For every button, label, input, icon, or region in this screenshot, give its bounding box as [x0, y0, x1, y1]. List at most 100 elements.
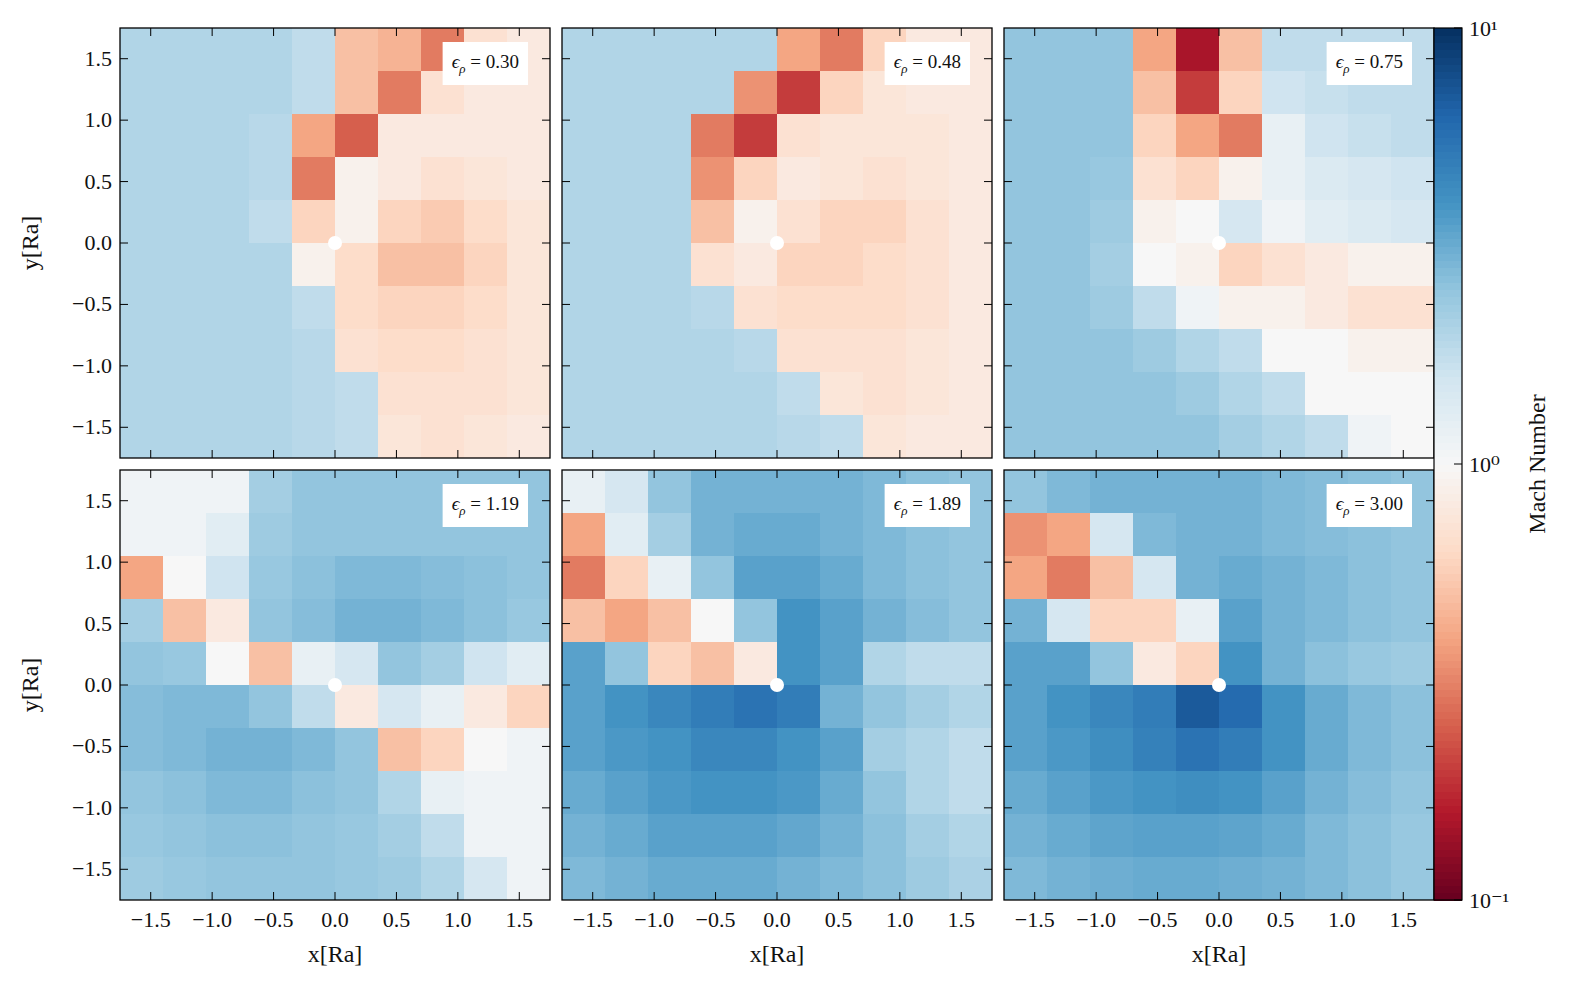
cell: [1133, 642, 1177, 686]
cell: [949, 200, 992, 244]
cell: [335, 372, 379, 416]
cell: [1348, 556, 1392, 600]
cell: [464, 114, 508, 158]
cell: [949, 771, 992, 815]
colorbar-segment: [1434, 544, 1462, 552]
cell: [1047, 771, 1091, 815]
cell: [1262, 28, 1306, 72]
colorbar-segment: [1434, 115, 1462, 123]
cell: [163, 157, 207, 201]
cell: [949, 415, 992, 458]
cell: [249, 71, 293, 115]
colorbar-segment: [1434, 370, 1462, 378]
cell: [863, 642, 907, 686]
y-tick: [1426, 243, 1434, 244]
cell: [562, 200, 606, 244]
cell: [421, 157, 465, 201]
cell: [163, 728, 207, 772]
cell: [1176, 200, 1220, 244]
x-tick-label: 1.5: [948, 907, 976, 932]
cell: [1305, 157, 1349, 201]
cell: [1219, 728, 1263, 772]
colorbar-segment: [1434, 108, 1462, 116]
y-tick: [1004, 685, 1012, 686]
annotation: ϵρ = 0.48: [885, 42, 970, 85]
cell: [335, 642, 379, 686]
colorbar-segment: [1434, 864, 1462, 872]
y-tick: [542, 58, 550, 59]
x-tick-label: −1.0: [1076, 907, 1116, 932]
cell: [605, 599, 649, 643]
cell: [206, 200, 250, 244]
colorbar-segment: [1434, 835, 1462, 843]
cell: [1133, 329, 1177, 373]
cell: [1305, 243, 1349, 287]
annotation: ϵρ = 0.75: [1327, 42, 1412, 85]
cell: [562, 599, 606, 643]
y-tick: [984, 500, 992, 501]
object-marker: [770, 678, 784, 692]
cell: [1391, 329, 1434, 373]
cell: [1090, 71, 1134, 115]
cell: [1047, 157, 1091, 201]
colorbar-segment: [1434, 580, 1462, 588]
y-tick: [1426, 623, 1434, 624]
x-tick: [212, 28, 213, 36]
cell: [863, 114, 907, 158]
x-tick: [150, 892, 151, 900]
cell: [1348, 286, 1392, 330]
cell: [421, 642, 465, 686]
cell: [1090, 857, 1134, 900]
cell: [1047, 71, 1091, 115]
annotation-subscript: ρ: [458, 61, 465, 76]
colorbar-segment: [1434, 675, 1462, 683]
cell: [378, 243, 422, 287]
y-tick: [562, 58, 570, 59]
colorbar-segment: [1434, 697, 1462, 705]
y-tick: [120, 58, 128, 59]
annotation: ϵρ = 1.19: [443, 484, 528, 527]
annotation-text: ϵρ = 0.48: [894, 51, 961, 76]
cell: [378, 470, 422, 514]
cell: [820, 599, 864, 643]
cell: [1176, 685, 1220, 729]
x-tick: [457, 470, 458, 478]
cell: [1391, 243, 1434, 287]
y-tick: [120, 304, 128, 305]
cell: [1133, 200, 1177, 244]
cell: [1047, 200, 1091, 244]
y-tick: [542, 807, 550, 808]
cell: [1090, 685, 1134, 729]
cell: [820, 200, 864, 244]
x-tick: [273, 892, 274, 900]
annotation-value: = 0.30: [466, 51, 519, 72]
cell: [1133, 814, 1177, 858]
cell: [163, 114, 207, 158]
cell: [777, 157, 821, 201]
y-tick-label: 1.0: [85, 549, 113, 574]
x-tick: [1280, 470, 1281, 478]
x-tick: [212, 470, 213, 478]
cell: [1090, 513, 1134, 557]
cell: [605, 71, 649, 115]
cell: [648, 470, 692, 514]
x-tick: [1280, 892, 1281, 900]
annotation-subscript: ρ: [458, 503, 465, 518]
cell: [820, 415, 864, 458]
cell: [1348, 599, 1392, 643]
cell: [163, 513, 207, 557]
colorbar-segment: [1434, 529, 1462, 537]
colorbar-segment: [1434, 653, 1462, 661]
x-tick: [715, 450, 716, 458]
cell: [249, 642, 293, 686]
x-tick: [519, 450, 520, 458]
cell: [906, 642, 950, 686]
x-tick: [212, 892, 213, 900]
cell: [1133, 728, 1177, 772]
cell: [249, 415, 293, 458]
x-tick: [838, 470, 839, 478]
cell: [1176, 329, 1220, 373]
cell: [1391, 114, 1434, 158]
cell: [335, 28, 379, 72]
y-tick: [542, 120, 550, 121]
